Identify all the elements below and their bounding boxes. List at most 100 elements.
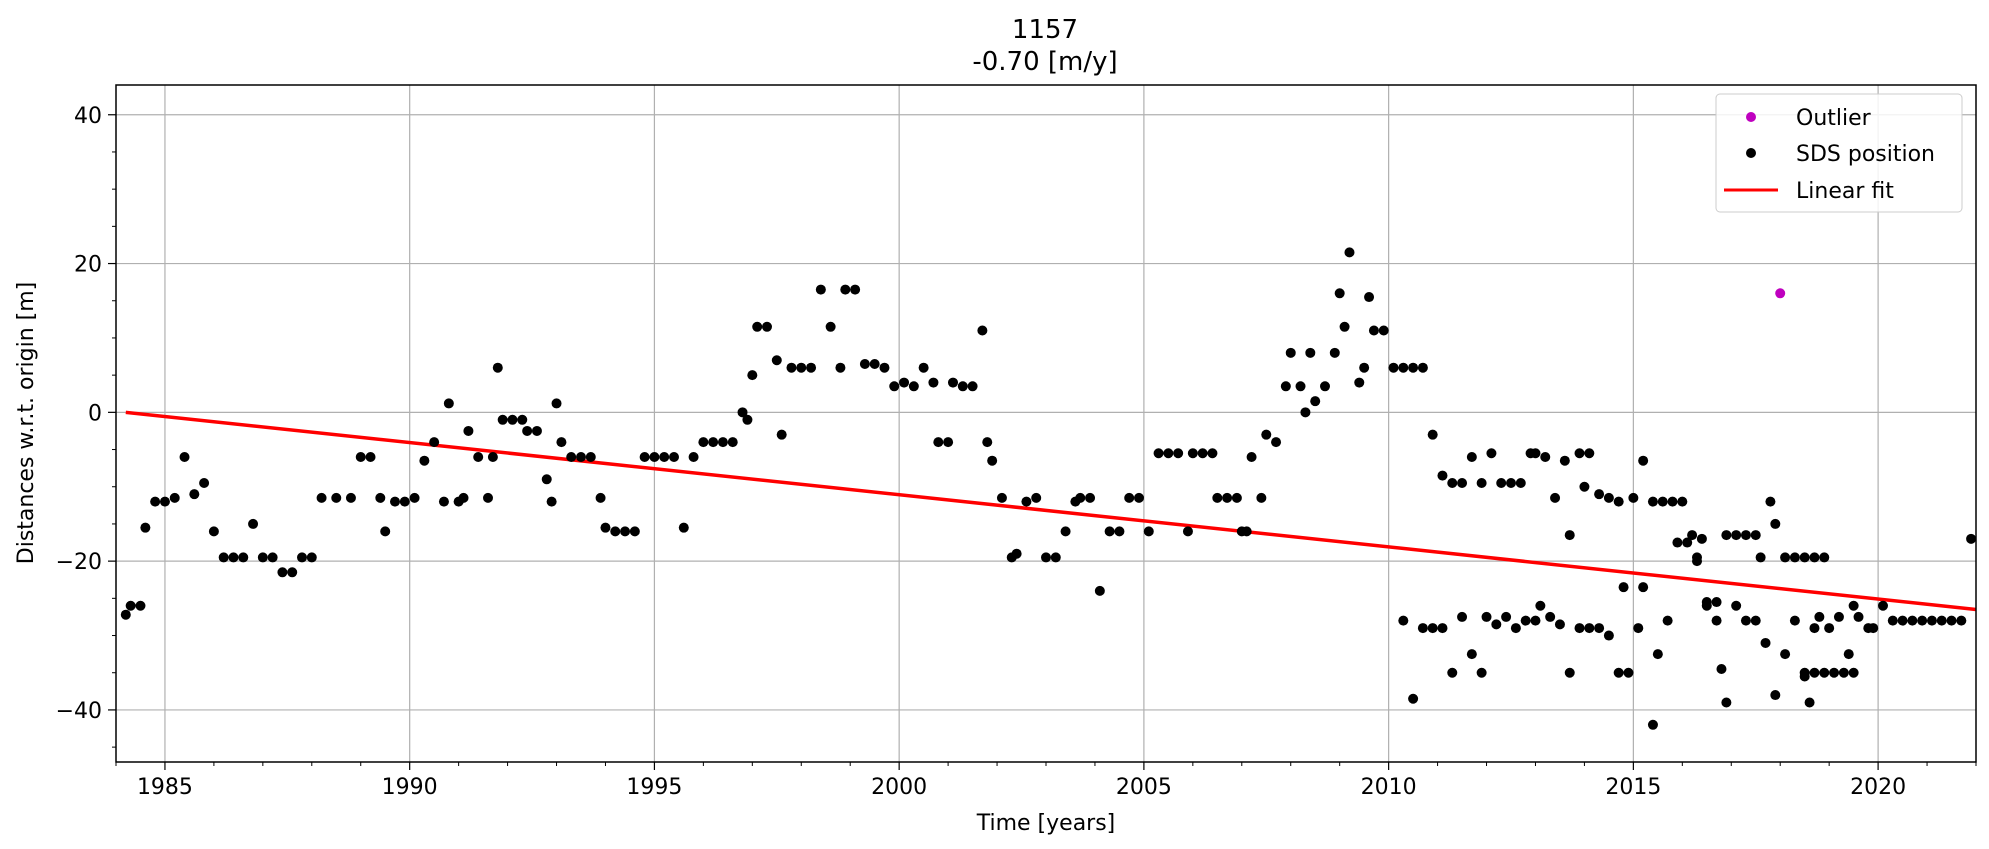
sds-point <box>1672 537 1683 548</box>
sds-point <box>375 492 386 503</box>
x-tick-label: 2000 <box>871 775 927 800</box>
points-series <box>120 247 1977 730</box>
sds-point <box>1633 623 1644 634</box>
y-tick-label: 20 <box>74 253 102 278</box>
sds-point <box>1594 489 1605 500</box>
legend-fit-label: Linear fit <box>1796 179 1894 204</box>
sds-point <box>1011 548 1022 559</box>
sds-point <box>1833 611 1844 622</box>
sds-point <box>1510 623 1521 634</box>
sds-point <box>859 358 870 369</box>
sds-point <box>140 522 151 533</box>
sds-point <box>429 437 440 448</box>
sds-point <box>1285 347 1296 358</box>
x-axis-label: Time [years] <box>976 811 1116 836</box>
sds-point <box>889 381 900 392</box>
sds-point <box>1378 325 1389 336</box>
sds-point <box>1060 526 1071 537</box>
sds-point <box>208 526 219 537</box>
sds-point <box>1545 611 1556 622</box>
sds-point <box>1305 347 1316 358</box>
sds-point <box>257 552 268 563</box>
sds-point <box>1388 362 1399 373</box>
sds-point <box>1114 526 1125 537</box>
sds-point <box>1887 615 1898 626</box>
sds-point <box>996 492 1007 503</box>
sds-point <box>1466 649 1477 660</box>
sds-point <box>1819 667 1830 678</box>
sds-point <box>948 377 958 388</box>
sds-point <box>1295 381 1306 392</box>
sds-point <box>1711 615 1722 626</box>
sds-point <box>1780 649 1791 660</box>
sds-point <box>409 492 420 503</box>
sds-point <box>458 492 469 503</box>
sds-point <box>1638 455 1649 466</box>
sds-point <box>1398 615 1409 626</box>
sds-point <box>1334 288 1345 299</box>
sds-point <box>1398 362 1409 373</box>
sds-point <box>1574 623 1585 634</box>
sds-point <box>1799 667 1810 678</box>
sds-point <box>316 492 327 503</box>
sds-point <box>1427 429 1438 440</box>
sds-point <box>287 567 298 578</box>
sds-point <box>1564 667 1575 678</box>
sds-point <box>1564 530 1575 541</box>
sds-point <box>1535 600 1546 611</box>
sds-point <box>1701 600 1712 611</box>
sds-point <box>595 492 606 503</box>
sds-point <box>551 398 562 409</box>
sds-point <box>1261 429 1272 440</box>
sds-point <box>1491 619 1502 630</box>
sds-point <box>1946 615 1957 626</box>
sds-point <box>659 451 670 462</box>
sds-point <box>120 609 131 620</box>
sds-point <box>492 362 503 373</box>
sds-point <box>522 425 533 436</box>
sds-point <box>957 381 968 392</box>
sds-point <box>507 414 518 425</box>
sds-point <box>737 407 748 418</box>
sds-point <box>1094 585 1105 596</box>
sds-point <box>649 451 660 462</box>
sds-point <box>1075 492 1086 503</box>
sds-point <box>390 496 400 507</box>
sds-point <box>556 437 567 448</box>
sds-point <box>546 496 557 507</box>
sds-point <box>1447 667 1458 678</box>
sds-point <box>1897 615 1908 626</box>
sds-point <box>419 455 430 466</box>
sds-point <box>1843 649 1854 660</box>
sds-point <box>747 370 758 381</box>
sds-point <box>1848 667 1859 678</box>
sds-point <box>776 429 787 440</box>
sds-point <box>1447 478 1458 489</box>
sds-point <box>1765 496 1776 507</box>
sds-point <box>678 522 689 533</box>
sds-point <box>1124 492 1135 503</box>
y-tick-label: −20 <box>56 550 102 575</box>
sds-point <box>1457 611 1468 622</box>
sds-point <box>1515 478 1526 489</box>
x-tick-label: 1990 <box>382 775 438 800</box>
sds-point <box>933 437 944 448</box>
sds-point <box>908 381 919 392</box>
sds-point <box>727 437 738 448</box>
sds-point <box>928 377 939 388</box>
sds-point <box>199 478 210 489</box>
sds-point <box>1868 623 1879 634</box>
sds-point <box>238 552 249 563</box>
sds-point <box>1574 448 1585 459</box>
sds-point <box>987 455 998 466</box>
x-tick-label: 1995 <box>626 775 682 800</box>
sds-point <box>1824 623 1835 634</box>
sds-point <box>1770 690 1781 701</box>
sds-point <box>1085 492 1096 503</box>
sds-point <box>600 522 611 533</box>
sds-point <box>1716 664 1727 675</box>
sds-point <box>1481 611 1492 622</box>
sds-point <box>708 437 719 448</box>
sds-point <box>1021 496 1032 507</box>
sds-point <box>331 492 342 503</box>
